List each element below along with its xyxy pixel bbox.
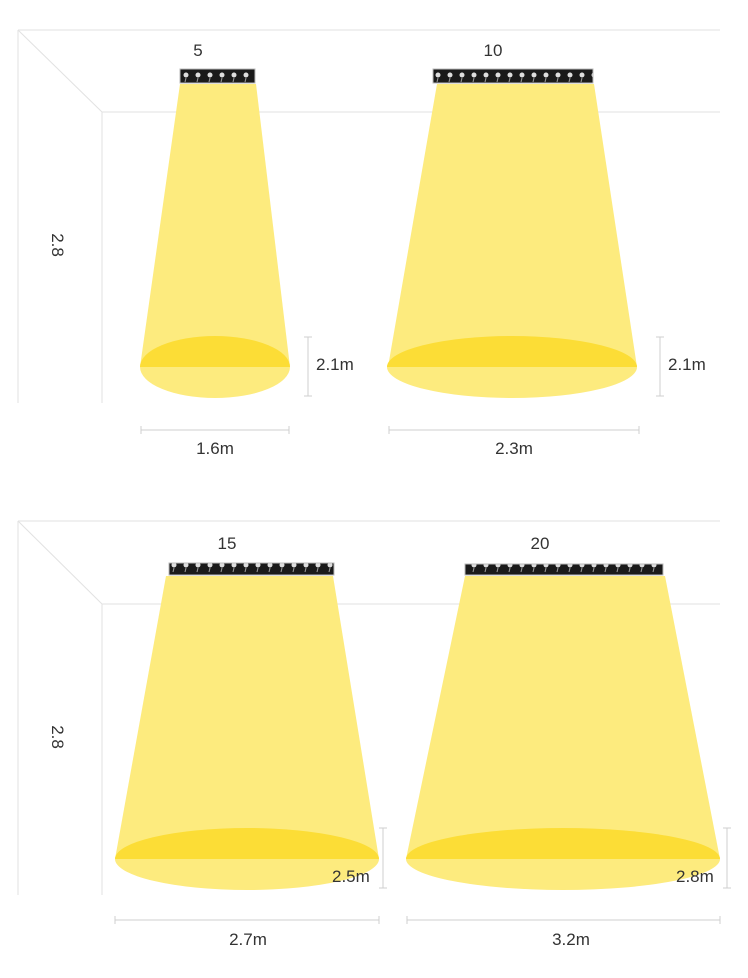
light-cone: [388, 84, 637, 367]
led-count-label: 15: [218, 534, 237, 553]
fixture-15-beam: 15 2.5m 2.7m: [114, 534, 387, 949]
linear-fixture: [464, 563, 664, 576]
ceiling-height-label: 2.8: [48, 725, 67, 749]
spot-height-label: 2.1m: [668, 355, 706, 374]
width-dimension: [406, 916, 721, 924]
led-count-label: 20: [531, 534, 550, 553]
light-cone: [140, 84, 290, 367]
light-cone: [115, 576, 379, 859]
ceiling-height-label: 2.8: [48, 233, 67, 257]
height-dimension: [379, 827, 387, 889]
linear-fixture: [179, 68, 256, 84]
fixture-20-beam: 20 2.8m 3.2m: [406, 534, 731, 949]
spot-width-label: 3.2m: [552, 930, 590, 949]
spot-width-label: 2.3m: [495, 439, 533, 458]
room-panel-2: 2.8 15 2.5m 2.7m 20 2.8m: [17, 520, 731, 949]
light-cone: [406, 576, 720, 859]
width-dimension: [114, 916, 380, 924]
fixture-5-beam: 5 2.1m 1.6m: [140, 41, 354, 458]
height-dimension: [723, 827, 731, 889]
spot-height-label: 2.5m: [332, 867, 370, 886]
width-dimension: [388, 426, 640, 434]
spot-height-label: 2.1m: [316, 355, 354, 374]
led-count-label: 5: [193, 41, 202, 60]
floor-spot-top: [140, 336, 290, 367]
spot-width-label: 2.7m: [229, 930, 267, 949]
spot-width-label: 1.6m: [196, 439, 234, 458]
floor-spot-top: [387, 336, 637, 367]
fixture-10-beam: 10 2.1m 2.3m: [387, 41, 706, 458]
floor-spot-top: [115, 828, 379, 859]
room-panel-1: 2.8 5 2.1m 1.6m 10 2.1m: [17, 29, 720, 458]
height-dimension: [304, 336, 312, 397]
width-dimension: [140, 426, 290, 434]
floor-spot-top: [406, 828, 720, 859]
height-dimension: [656, 336, 664, 397]
spot-height-label: 2.8m: [676, 867, 714, 886]
linear-fixture: [432, 68, 594, 84]
linear-fixture: [168, 562, 335, 576]
led-count-label: 10: [484, 41, 503, 60]
